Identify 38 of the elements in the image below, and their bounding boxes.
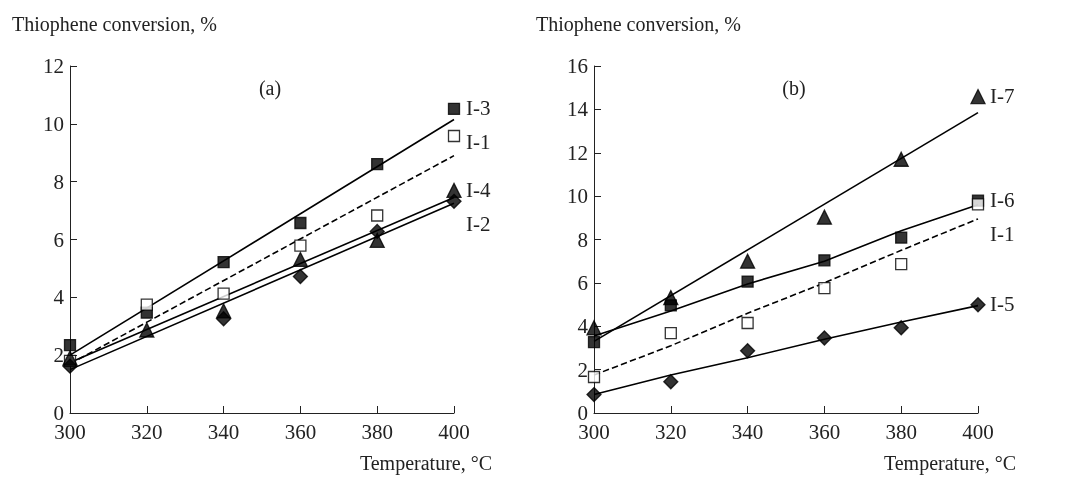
x-tick-label: 400 [962, 419, 994, 444]
x-tick-label: 380 [361, 419, 393, 444]
series-label: I-4 [466, 177, 491, 202]
y-tick-label: 14 [567, 97, 589, 122]
series-label: I-6 [990, 188, 1015, 213]
x-tick-label: 380 [885, 419, 917, 444]
x-tick-label: 320 [655, 419, 687, 444]
series-label: I-1 [990, 222, 1015, 247]
y-tick-label: 10 [43, 111, 64, 136]
y-tick-label: 6 [53, 227, 64, 252]
y-tick-label: 8 [53, 169, 64, 194]
y-tick-label: 8 [577, 227, 588, 252]
y-tick-label: 4 [577, 314, 589, 339]
y-tick-label: 12 [567, 140, 588, 165]
x-tick-label: 360 [284, 419, 317, 444]
y-tick-label: 16 [567, 54, 588, 78]
y-tick-label: 2 [577, 357, 588, 382]
x-tick-label: 320 [131, 419, 163, 444]
annotation: (b) [782, 77, 806, 100]
y-axis-title: Thiophene conversion, % [536, 13, 741, 36]
series-label: I-3 [466, 96, 491, 121]
x-axis-title: Temperature, °C [883, 452, 1017, 475]
y-tick-label: 4 [53, 285, 65, 310]
x-tick-label: 400 [438, 419, 470, 444]
x-axis-title: Temperature, °C [359, 452, 493, 475]
y-tick-label: 12 [43, 54, 64, 78]
y-axis-title: Thiophene conversion, % [12, 13, 217, 36]
x-tick-label: 360 [808, 419, 841, 444]
annotation: (a) [258, 77, 282, 100]
y-tick-label: 10 [567, 184, 588, 209]
x-tick-label: 340 [207, 419, 240, 444]
y-tick-label: 2 [53, 343, 64, 368]
series-label: I-7 [990, 84, 1015, 109]
series-label: I-1 [466, 130, 491, 155]
x-tick-label: 340 [731, 419, 764, 444]
series-label: I-5 [990, 292, 1015, 317]
y-tick-label: 6 [577, 270, 588, 295]
series-label: I-2 [466, 211, 491, 236]
